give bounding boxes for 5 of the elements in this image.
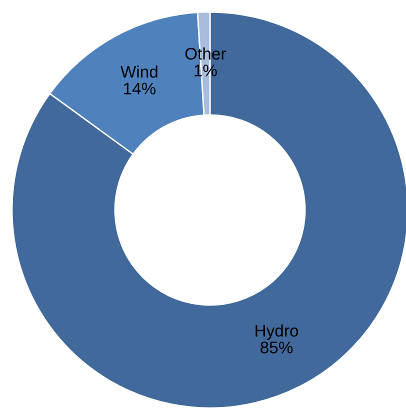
slice-label: Hydro <box>256 324 298 340</box>
data-label: 85% <box>260 342 293 354</box>
slice-label: Wind <box>120 65 158 78</box>
data-label: 14% <box>124 82 156 94</box>
donut-slice <box>11 11 406 408</box>
